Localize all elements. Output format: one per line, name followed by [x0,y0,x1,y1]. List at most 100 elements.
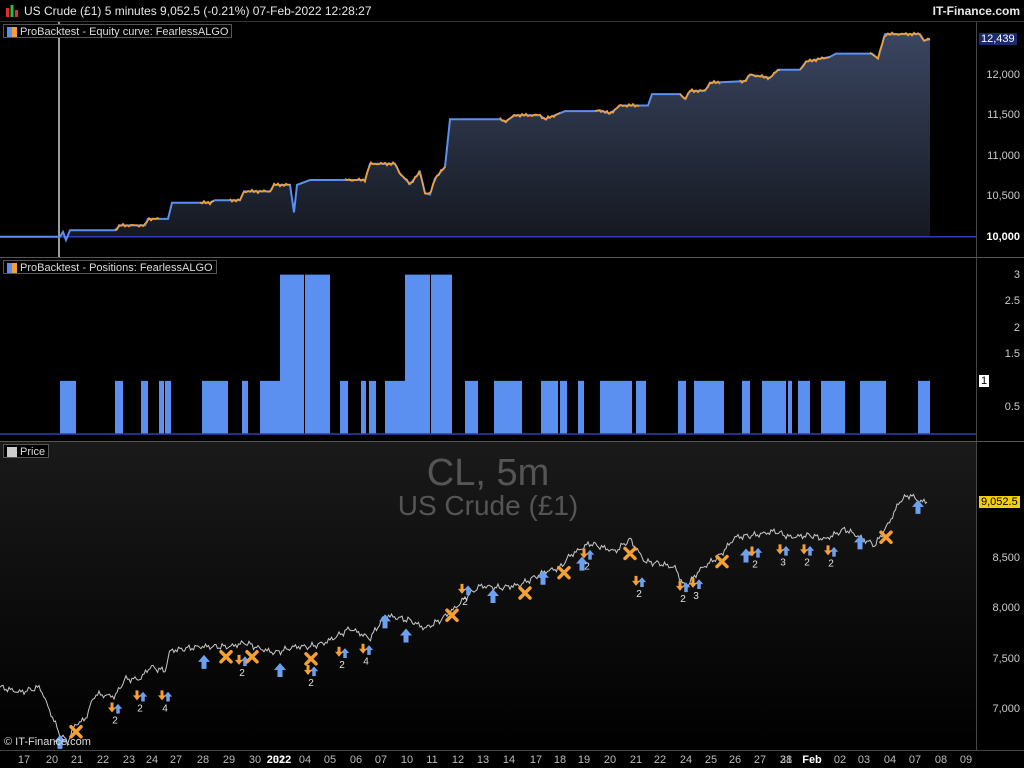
panel-divider[interactable] [0,441,1024,442]
sell-arrow-icon [748,546,756,557]
x-axis-date-label: 07 [374,754,388,766]
position-bar [431,274,452,434]
sell-arrow-icon [458,583,466,594]
position-bar [465,380,478,434]
positions-y-tick: 2 [1013,321,1020,334]
x-axis-date-label: 04 [883,754,897,766]
position-bar [242,380,248,434]
position-bar [541,380,558,434]
x-axis-date-label: 19 [577,754,591,766]
position-bar [578,380,584,434]
sell-marker-icon [219,650,233,664]
equity-y-tick: 12,000 [986,68,1020,81]
panel-divider[interactable] [0,257,1024,258]
position-bar [918,380,930,434]
sell-marker-icon [623,546,637,561]
trade-quantity-label: 2 [584,561,590,572]
buy-arrow-icon [364,645,374,655]
x-axis-date-label: 17 [17,754,31,766]
x-axis-date-label: 24 [145,754,159,766]
position-bar [798,380,810,434]
trade-quantity-label: 3 [693,591,699,602]
trade-quantity-label: 2 [462,597,468,608]
sell-arrow-icon [304,664,312,675]
equity-area-fill [0,34,930,240]
x-axis-date-label: 31 [272,754,286,766]
buy-arrow-icon [340,648,350,658]
position-bar [385,380,405,434]
position-bar [742,380,750,434]
equity-curve-chart [0,22,976,257]
price-line [0,493,928,747]
legend-swatch-icon [7,447,17,457]
positions-legend[interactable]: ProBacktest - Positions: FearlessALGO [3,260,217,274]
x-axis-date-label: 23 [122,754,136,766]
position-bar [280,274,304,434]
x-axis-date-label: 24 [679,754,693,766]
sell-arrow-icon [133,690,141,701]
time-x-axis[interactable]: 17 20 21 22 23 24 27 28 29 30 31 2022 04 05 06 07 10 11 12… [0,750,1024,768]
x-axis-date-label: 26 [728,754,742,766]
buy-arrow-icon [309,666,319,677]
buy-arrow-icon [113,703,123,714]
positions-y-tick: 2.5 [1004,295,1020,308]
buy-arrow-icon [753,547,763,558]
position-bar [115,380,123,434]
x-axis-date-label: 29 [222,754,236,766]
positions-current-tag: 1 [979,374,990,387]
trade-quantity-label: 2 [636,589,642,600]
buy-arrow-icon [854,535,866,550]
position-bar [405,274,430,434]
position-bar [821,380,845,434]
trade-quantity-label: 2 [137,703,143,714]
sell-arrow-icon [676,580,684,591]
x-axis-date-label: 14 [502,754,516,766]
equity-trade-segment [114,216,160,231]
x-axis-date-label: 08 [934,754,948,766]
legend-swatch-icon [7,263,17,273]
x-axis-date-label: 06 [349,754,363,766]
positions-panel[interactable]: ProBacktest - Positions: FearlessALGO [0,258,976,441]
last-price-tag: 9,052.5 [979,495,1020,508]
x-axis-date-label: 27 [169,754,183,766]
position-bar [860,380,886,434]
equity-curve-panel[interactable]: ProBacktest - Equity curve: FearlessALGO [0,22,976,257]
equity-legend[interactable]: ProBacktest - Equity curve: FearlessALGO [3,24,233,38]
symbol-watermark: CL, 5m [426,452,550,494]
price-legend[interactable]: Price [3,444,50,458]
position-bar [340,380,348,434]
x-axis-date-label: 07 [908,754,922,766]
buy-arrow-icon [805,545,815,556]
position-bar [60,380,76,434]
positions-chart [0,274,976,435]
x-axis-date-label: 13 [476,754,490,766]
sell-marker-icon [304,652,318,666]
x-axis-date-label: 27 [753,754,767,766]
position-bar [494,380,522,434]
positions-y-tick: 0.5 [1004,401,1020,414]
equity-trade-segment [344,161,446,195]
equity-y-tick: 10,000 [986,230,1020,243]
equity-trade-segment [739,69,781,85]
positions-y-axis[interactable]: 3 2.5 2 1.5 0.5 1 [976,258,1024,441]
position-bar [202,380,228,434]
x-axis-date-label: Feb [802,754,822,766]
position-bar [369,380,376,434]
sell-arrow-icon [689,577,697,588]
brand-label[interactable]: IT-Finance.com [932,4,1020,18]
position-bar [636,380,646,434]
trade-quantity-label: 3 [780,557,786,568]
x-axis-date-label: 28 [196,754,210,766]
equity-legend-label: ProBacktest - Equity curve: FearlessALGO [20,26,229,38]
x-axis-date-label: 03 [857,754,871,766]
buy-arrow-icon [637,577,647,588]
x-axis-date-label: 11 [426,754,438,766]
equity-trade-segment [499,111,561,124]
equity-y-axis[interactable]: 12,000 11,500 11,000 10,500 10,000 12,439 [976,22,1024,257]
x-axis-date-label: 20 [45,754,59,766]
equity-last-value-tag: 12,439 [979,33,1017,46]
equity-trade-segment [869,31,931,60]
price-y-axis[interactable]: 8,500 8,000 7,500 7,000 9,052.5 [976,442,1024,750]
x-axis-date-label: 05 [323,754,337,766]
